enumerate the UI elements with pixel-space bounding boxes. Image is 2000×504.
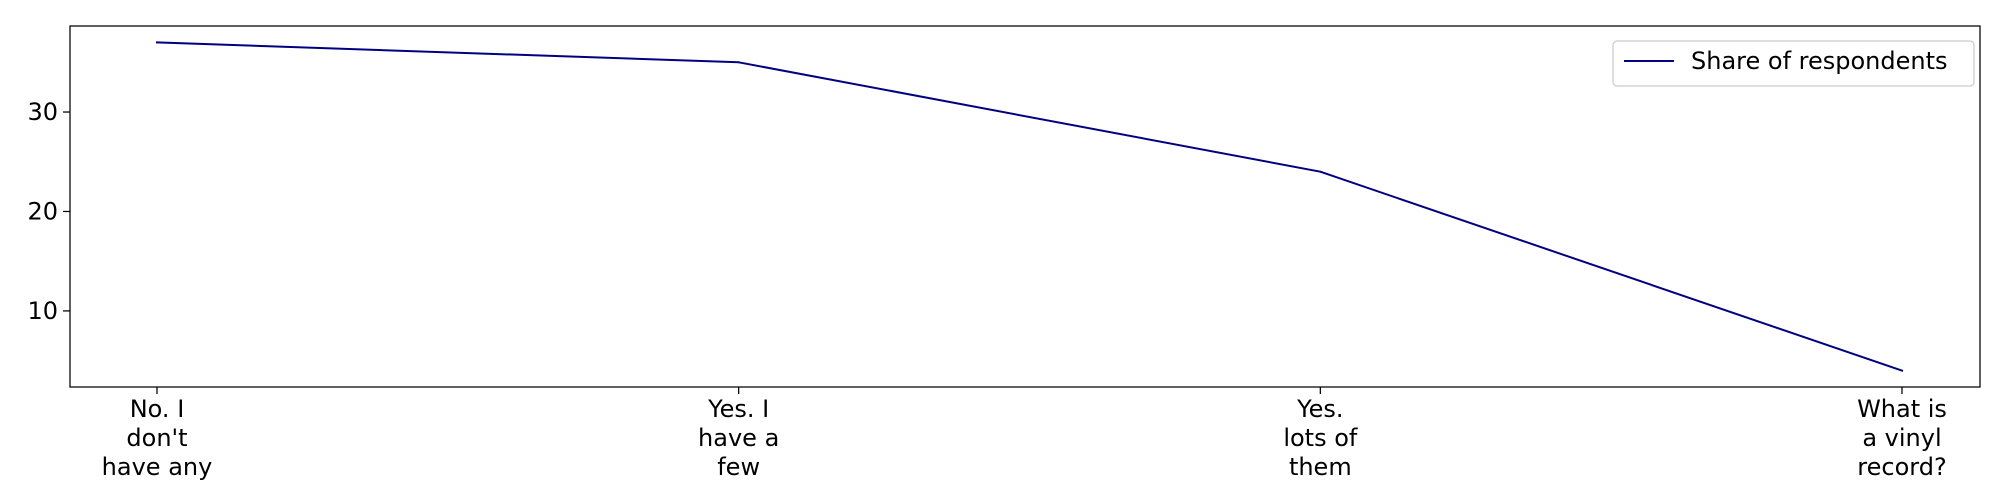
- x-tick-label-line: them: [1289, 453, 1352, 481]
- plot-area: [69, 25, 1981, 388]
- legend-box: [1612, 40, 1975, 87]
- x-tick-label-line: have any: [102, 453, 213, 481]
- y-axis: 10 20 30: [27, 98, 70, 325]
- x-tick-label-line: record?: [1857, 453, 1946, 481]
- x-tick-label-line: Yes.: [1296, 395, 1343, 423]
- x-tick-label-line: Yes. I: [707, 395, 769, 423]
- x-tick-label: Yes. lots of them: [1283, 395, 1358, 481]
- data-point: [1319, 170, 1322, 173]
- y-tick-label: 20: [27, 197, 58, 225]
- series-line: [155, 41, 1904, 372]
- legend-label: Share of respondents: [1691, 47, 1948, 75]
- data-point: [737, 61, 740, 64]
- data-point: [156, 41, 158, 44]
- x-tick-label-line: have a: [698, 424, 779, 452]
- y-tick-label: 30: [27, 98, 58, 126]
- data-point: [1901, 369, 1903, 372]
- x-tick-label-line: What is: [1857, 395, 1947, 423]
- x-tick-label-line: don't: [126, 424, 187, 452]
- x-tick-label: What is a vinyl record?: [1857, 395, 1947, 481]
- x-tick-label-line: a vinyl: [1862, 424, 1941, 452]
- x-tick-label-line: few: [717, 453, 760, 481]
- x-tick-label-line: lots of: [1283, 424, 1358, 452]
- legend: Share of respondents: [1612, 40, 1975, 87]
- series-layer: [155, 41, 1904, 372]
- x-tick-label-line: No. I: [130, 395, 185, 423]
- y-tick-label: 10: [27, 297, 58, 325]
